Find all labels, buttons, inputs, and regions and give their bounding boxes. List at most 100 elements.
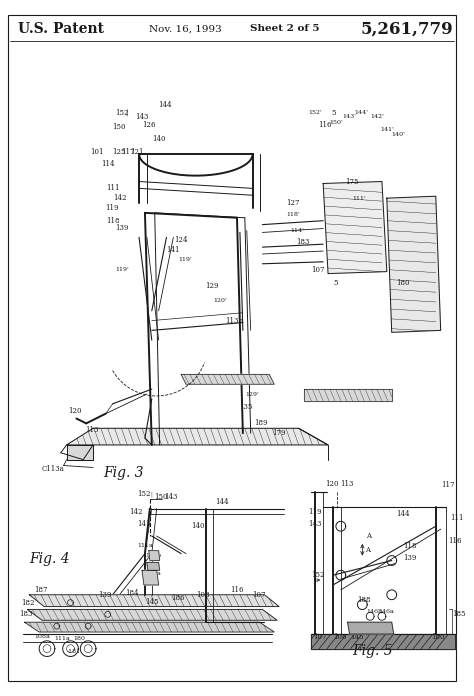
Text: Sheet 2 of 5: Sheet 2 of 5 [250,24,319,33]
Text: 139: 139 [403,553,417,562]
Text: 126: 126 [142,120,155,129]
Polygon shape [27,610,277,620]
Text: Nov. 16, 1993: Nov. 16, 1993 [149,24,222,33]
Text: 142: 142 [129,507,143,516]
Text: 125: 125 [113,148,126,156]
Polygon shape [303,389,392,401]
Polygon shape [25,622,274,632]
Text: 146b: 146b [145,553,161,558]
Text: 127: 127 [286,199,300,207]
Text: 117: 117 [441,481,454,489]
Text: 129: 129 [206,283,219,290]
Polygon shape [303,389,392,401]
Polygon shape [149,551,160,560]
Text: A: A [366,532,371,540]
Text: 152': 152' [309,111,322,116]
Text: 143: 143 [309,521,322,528]
Polygon shape [66,428,328,445]
Text: 111a: 111a [137,544,153,548]
Text: 144': 144' [355,111,368,116]
Polygon shape [311,634,456,649]
Text: 152: 152 [311,571,325,579]
Polygon shape [181,374,274,384]
Text: 141: 141 [137,521,151,528]
Text: Fig. 5: Fig. 5 [353,644,393,658]
Text: 179: 179 [272,429,286,437]
Text: 121: 121 [130,148,144,156]
Text: 146a: 146a [145,571,161,576]
Text: 145: 145 [351,633,364,641]
Text: 107: 107 [311,266,325,274]
Text: 144: 144 [216,498,229,506]
Text: 108a: 108a [34,634,50,640]
Text: 101: 101 [90,148,104,156]
Text: C113a: C113a [41,466,64,473]
Text: 108: 108 [196,591,210,599]
Text: 145: 145 [145,598,158,606]
Text: 150: 150 [154,493,167,501]
Text: 119': 119' [178,258,192,262]
Text: 144: 144 [159,101,172,109]
Text: 116: 116 [448,537,462,545]
Text: 118': 118' [286,212,300,217]
Polygon shape [25,622,274,632]
Text: 141': 141' [380,127,394,132]
Text: 114: 114 [101,160,114,168]
Text: 107: 107 [313,633,327,641]
Polygon shape [66,428,328,445]
Text: 152: 152 [116,109,129,117]
Polygon shape [181,374,274,384]
Text: 120: 120 [69,406,82,415]
Text: 107: 107 [253,591,266,599]
Text: 183: 183 [296,238,309,246]
Text: 143: 143 [135,113,148,121]
Polygon shape [27,610,277,620]
Polygon shape [147,562,160,570]
Text: 150: 150 [113,122,126,131]
Text: 183: 183 [19,610,33,618]
Polygon shape [29,595,279,606]
Text: Fig. 3: Fig. 3 [103,466,144,480]
Text: 111a: 111a [54,636,70,641]
Text: 143': 143' [343,114,356,120]
Text: U.S. Patent: U.S. Patent [18,22,104,35]
Text: 113: 113 [85,426,99,434]
Text: 175: 175 [345,177,358,186]
Text: 116: 116 [230,586,244,594]
Text: 5: 5 [331,109,336,117]
Text: 5: 5 [333,279,337,287]
Text: 119: 119 [309,507,322,516]
Text: 139: 139 [116,223,129,232]
Text: 119': 119' [116,267,129,272]
Text: 188: 188 [357,596,371,603]
Text: 118: 118 [403,541,417,550]
Text: 185: 185 [452,610,466,618]
Text: 152: 152 [137,490,151,498]
Text: 180: 180 [431,633,445,641]
Text: 116: 116 [318,120,332,129]
Text: 146b: 146b [366,609,383,614]
Text: 140: 140 [152,136,165,143]
Polygon shape [387,196,441,332]
Text: 180: 180 [397,279,410,287]
Text: 189: 189 [255,420,268,427]
Polygon shape [323,182,387,274]
Polygon shape [142,570,159,585]
Polygon shape [323,182,387,274]
Text: 139: 139 [98,591,111,599]
Text: 150': 150' [329,120,343,125]
Text: |: | [125,109,128,117]
Text: 187: 187 [34,586,48,594]
Text: 143: 143 [164,493,178,501]
Text: 135: 135 [239,403,252,411]
Text: 5,261,779: 5,261,779 [360,20,453,38]
Text: 114': 114' [290,228,304,233]
Text: 140: 140 [191,522,204,530]
Polygon shape [347,622,394,634]
Text: 146a: 146a [378,609,394,614]
Polygon shape [387,196,441,332]
Text: 117: 117 [121,148,135,156]
Text: 142': 142' [370,114,384,120]
Text: 180: 180 [73,636,85,641]
Text: A: A [365,546,370,554]
